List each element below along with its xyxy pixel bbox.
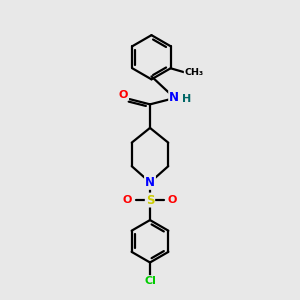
Text: O: O	[123, 195, 132, 205]
Text: Cl: Cl	[144, 276, 156, 286]
Text: CH₃: CH₃	[184, 68, 204, 77]
Text: O: O	[168, 195, 177, 205]
Text: N: N	[169, 91, 179, 104]
Text: S: S	[146, 194, 154, 207]
Text: O: O	[119, 90, 128, 100]
Text: H: H	[182, 94, 191, 104]
Text: N: N	[145, 176, 155, 189]
